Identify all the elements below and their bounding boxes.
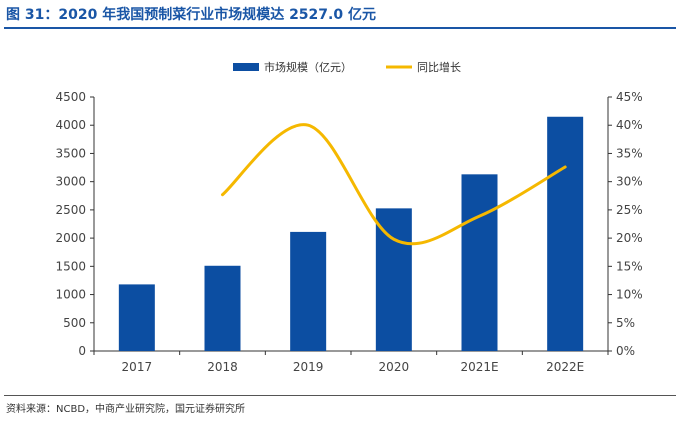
source-note: 资料来源：NCBD，中商产业研究院，国元证券研究所 <box>6 404 246 415</box>
left-tick-label: 1000 <box>55 288 86 302</box>
bar-2017 <box>118 284 155 351</box>
right-tick-label: 30% <box>616 175 643 189</box>
right-tick-label: 20% <box>616 231 643 245</box>
left-tick-label: 2500 <box>55 203 86 217</box>
right-tick-label: 5% <box>616 316 635 330</box>
legend-label-market-size: 市场规模（亿元） <box>264 60 352 74</box>
x-tick-label: 2018 <box>207 360 238 374</box>
x-tick-label: 2017 <box>122 360 153 374</box>
figure-title: 图 31：2020 年我国预制菜行业市场规模达 2527.0 亿元 <box>6 7 376 23</box>
x-tick-label: 2020 <box>379 360 410 374</box>
x-axis-ticks: 2017 2018 2019 2020 2021E 2022E <box>93 351 609 374</box>
bar-series <box>118 116 584 351</box>
x-tick-label: 2019 <box>293 360 324 374</box>
left-tick-label: 3000 <box>55 175 86 189</box>
left-tick-label: 3500 <box>55 146 86 160</box>
x-tick-label: 2022E <box>546 360 584 374</box>
growth-line <box>221 123 567 246</box>
legend-label-growth: 同比增长 <box>417 60 461 74</box>
right-tick-label: 35% <box>616 146 643 160</box>
x-tick-label: 2021E <box>460 360 498 374</box>
right-tick-label: 40% <box>616 118 643 132</box>
right-tick-label: 45% <box>616 90 643 104</box>
legend: 市场规模（亿元） 同比增长 <box>233 60 461 74</box>
bar-2019 <box>290 231 327 351</box>
right-tick-label: 25% <box>616 203 643 217</box>
left-tick-label: 1500 <box>55 259 86 273</box>
left-tick-label: 500 <box>63 316 86 330</box>
bar-2021E <box>461 174 498 351</box>
bar-2020 <box>375 208 412 351</box>
left-tick-label: 4500 <box>55 90 86 104</box>
right-axis-ticks: 0% 5% 10% 15% 20% 25% 30% 35% 40% 45% <box>608 90 643 358</box>
line-series <box>221 123 567 246</box>
bar-2018 <box>204 265 241 351</box>
bar-2022E <box>547 116 584 351</box>
title-divider <box>4 27 676 29</box>
left-tick-label: 4000 <box>55 118 86 132</box>
left-axis-ticks: 0 500 1000 1500 2000 2500 3000 3500 4000 4500 <box>55 90 94 358</box>
left-tick-label: 2000 <box>55 231 86 245</box>
right-tick-label: 0% <box>616 344 635 358</box>
right-tick-label: 15% <box>616 259 643 273</box>
left-tick-label: 0 <box>78 344 86 358</box>
legend-swatch-market-size <box>233 63 259 71</box>
right-tick-label: 10% <box>616 288 643 302</box>
footer-divider <box>4 395 676 396</box>
axes <box>93 97 609 352</box>
